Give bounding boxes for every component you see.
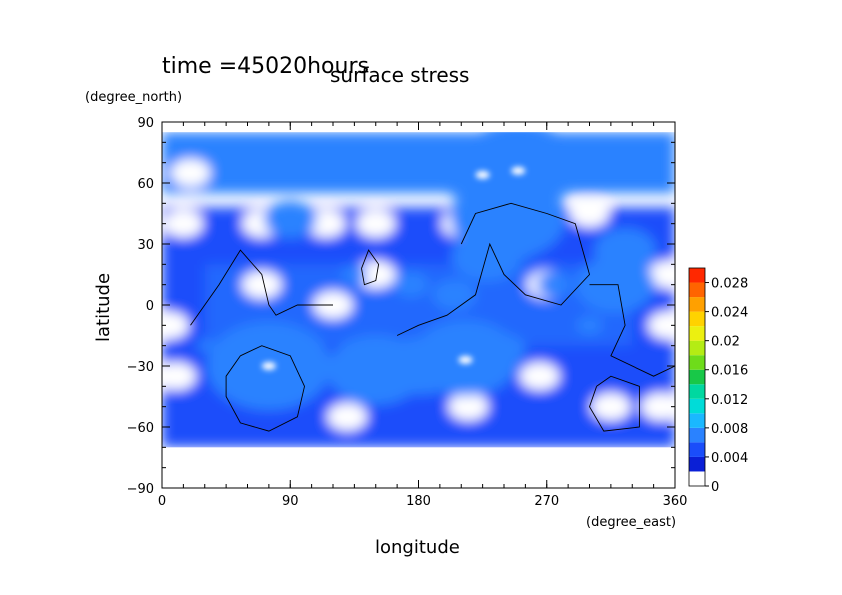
field-hotspot [230,140,293,185]
field-peak [475,170,490,179]
field-hotspot [394,272,429,298]
y-tick-label: −90 [127,482,154,497]
colorbar-swatch [689,427,705,443]
stress-field [162,122,675,488]
colorbar-label: 0.028 [711,277,748,292]
colorbar-swatch [689,369,705,385]
axes: 0 90 180 270 360 90 60 30 0 −30 −60 −90 [127,116,688,509]
x-tick-label: 360 [663,494,688,509]
x-units-label: (degree_east) [586,515,676,530]
field-gap [241,270,282,299]
field-gap [590,392,631,421]
outline-asia-east [589,284,675,377]
field-hotspot [327,335,425,405]
outline-africa-loop [589,375,640,432]
colorbar-label: 0 [711,480,719,495]
chart-title: surface stress [330,63,469,87]
colorbar-swatch [689,326,705,341]
y-tick-label: −60 [127,421,154,436]
field-hotspot [576,316,603,335]
colorbar-swatch [689,268,705,283]
colorbar-label: 0.004 [711,451,748,466]
field-hotspot [341,265,368,284]
x-tick-label: 0 [158,494,166,509]
field-peak [511,166,526,175]
field-gap [640,392,675,421]
x-tick-label: 270 [534,494,559,509]
y-axis-label: latitude [93,273,114,342]
y-tick-label: −30 [127,360,154,375]
field-gap [170,158,211,187]
colorbar-swatch [689,355,705,370]
colorbar-label: 0.008 [711,422,748,437]
field-gap [569,199,610,228]
x-tick-label: 90 [282,494,299,509]
colorbar-swatch [689,340,705,356]
colorbar-label: 0.016 [711,364,748,379]
colorbar-swatch [689,398,705,414]
x-tick-label: 180 [406,494,431,509]
y-tick-label: 0 [146,299,154,314]
field-gap [355,260,396,289]
field-gap [355,209,396,238]
outline-north-america [190,249,333,326]
outline-eurasia [396,202,591,336]
y-tick-label: 30 [137,238,154,253]
colorbar-swatch [689,442,705,457]
colorbar-swatch [689,297,705,312]
y-units-label: (degree_north) [85,90,182,105]
field-gap [162,311,190,340]
field-hotspot [196,339,214,352]
x-axis-label: longitude [375,537,460,558]
field-gap [163,209,204,238]
outline-greenland-loop [361,249,380,286]
field-peak [458,355,473,364]
colorbar-label: 0.012 [711,393,748,408]
y-tick-label: 90 [137,116,154,131]
colorbar-label: 0.024 [711,306,748,321]
field-gap [327,402,368,431]
colorbar-swatch [689,413,705,428]
field-hotspot [600,146,636,172]
field-gap [647,311,675,340]
colorbar-swatch [689,384,705,399]
field-hotspot [456,122,581,212]
field-gap [162,362,197,391]
y-tick-label: 60 [137,177,154,192]
field-hotspot [263,200,317,239]
outline-south-america [225,345,305,432]
field-gap [519,362,560,391]
colorbar: 0 0.004 0.008 0.012 0.016 0.02 0.024 0.028 [688,267,748,495]
field-hotspot [536,272,572,298]
colorbar-swatch [689,471,705,486]
field-hotspot [432,279,476,311]
colorbar-swatch [689,311,705,327]
field-peak [261,362,276,370]
field-hotspot [201,138,237,163]
time-label: time =45020hours [162,54,369,79]
colorbar-swatch [689,282,705,298]
colorbar-swatch [689,456,705,472]
land-outlines [190,202,675,432]
field-hotspot [339,151,384,183]
colorbar-label: 0.02 [711,335,740,350]
colorbar-frame [688,267,706,487]
field-gap [448,392,489,421]
